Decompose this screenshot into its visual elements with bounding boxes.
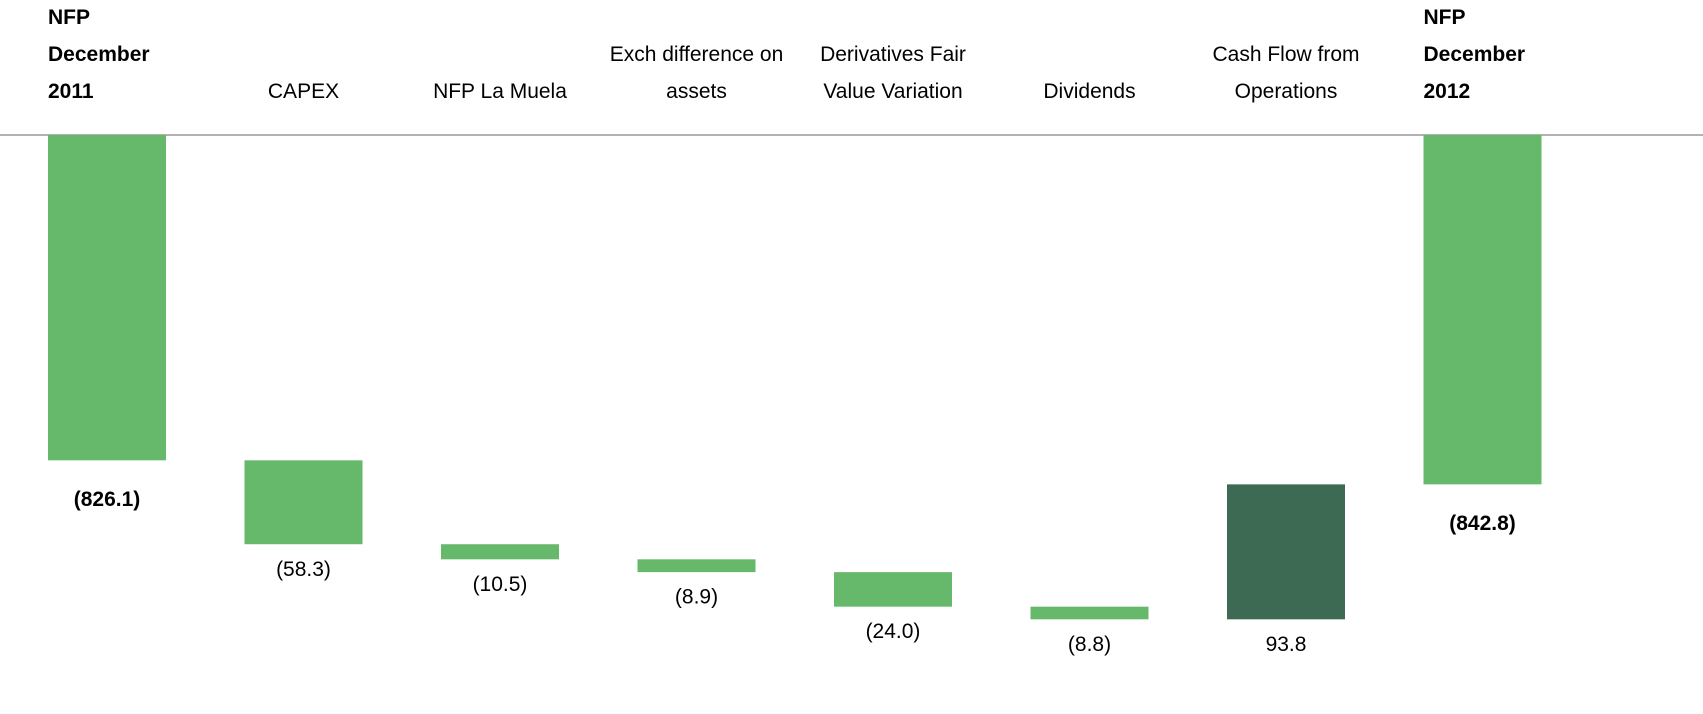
category-label: NFP December 2011 [48, 6, 150, 103]
category-label: CAPEX [267, 80, 340, 103]
category-label: Dividends [1043, 80, 1136, 103]
bar [441, 544, 559, 560]
value-label: (10.5) [473, 573, 528, 596]
bar [637, 559, 756, 573]
category-label: Derivatives Fair Value Variation [820, 43, 966, 103]
category-label: Exch difference on assets [609, 43, 784, 103]
value-label: (58.3) [276, 558, 331, 581]
value-label: (8.9) [675, 586, 718, 609]
bar [244, 460, 363, 545]
value-label: 93.8 [1266, 633, 1307, 656]
category-label: NFP La Muela [433, 80, 567, 103]
bar [48, 135, 166, 461]
value-label: (826.1) [74, 488, 141, 511]
bar [834, 572, 952, 607]
value-label: (842.8) [1449, 512, 1516, 535]
value-label: (24.0) [866, 620, 921, 643]
category-label: Cash Flow from Operations [1212, 43, 1360, 103]
bar [1030, 606, 1149, 620]
bar [1423, 135, 1542, 485]
value-label: (8.8) [1068, 633, 1111, 656]
category-label: NFP December 2012 [1423, 6, 1526, 103]
bar [1227, 484, 1345, 620]
